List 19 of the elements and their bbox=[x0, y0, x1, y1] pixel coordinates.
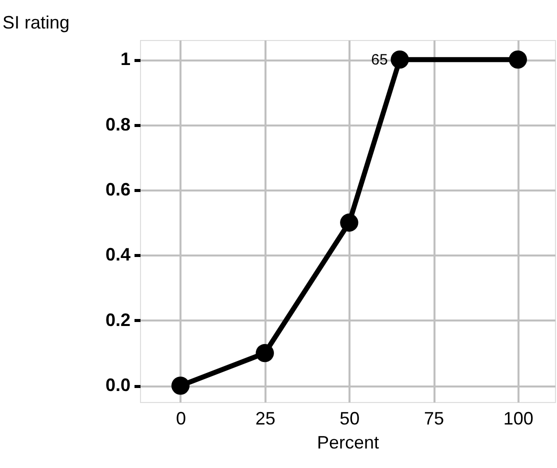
x-tick-label: 75 bbox=[424, 408, 444, 428]
y-tick-label: 0.2 bbox=[105, 310, 130, 330]
y-tick-label: 1 bbox=[120, 49, 130, 70]
point bbox=[171, 376, 190, 395]
point bbox=[390, 50, 409, 69]
point bbox=[256, 344, 274, 362]
point bbox=[340, 214, 358, 232]
annotation: 65 bbox=[371, 52, 388, 69]
y-tick-label: 0.4 bbox=[105, 244, 130, 265]
x-tick-label: 50 bbox=[340, 408, 360, 428]
y-axis-title: SI rating bbox=[2, 12, 70, 32]
x-tick-label: 25 bbox=[255, 408, 276, 428]
y-tick-label: 0.8 bbox=[105, 114, 130, 134]
x-axis-title: Percent bbox=[316, 432, 380, 452]
x-tick-label: 0 bbox=[176, 408, 186, 428]
point bbox=[508, 50, 527, 69]
x-tick-label: 100 bbox=[503, 408, 534, 428]
y-tick-label: 0.0 bbox=[105, 375, 130, 396]
y-tick-label: 0.6 bbox=[105, 180, 130, 200]
